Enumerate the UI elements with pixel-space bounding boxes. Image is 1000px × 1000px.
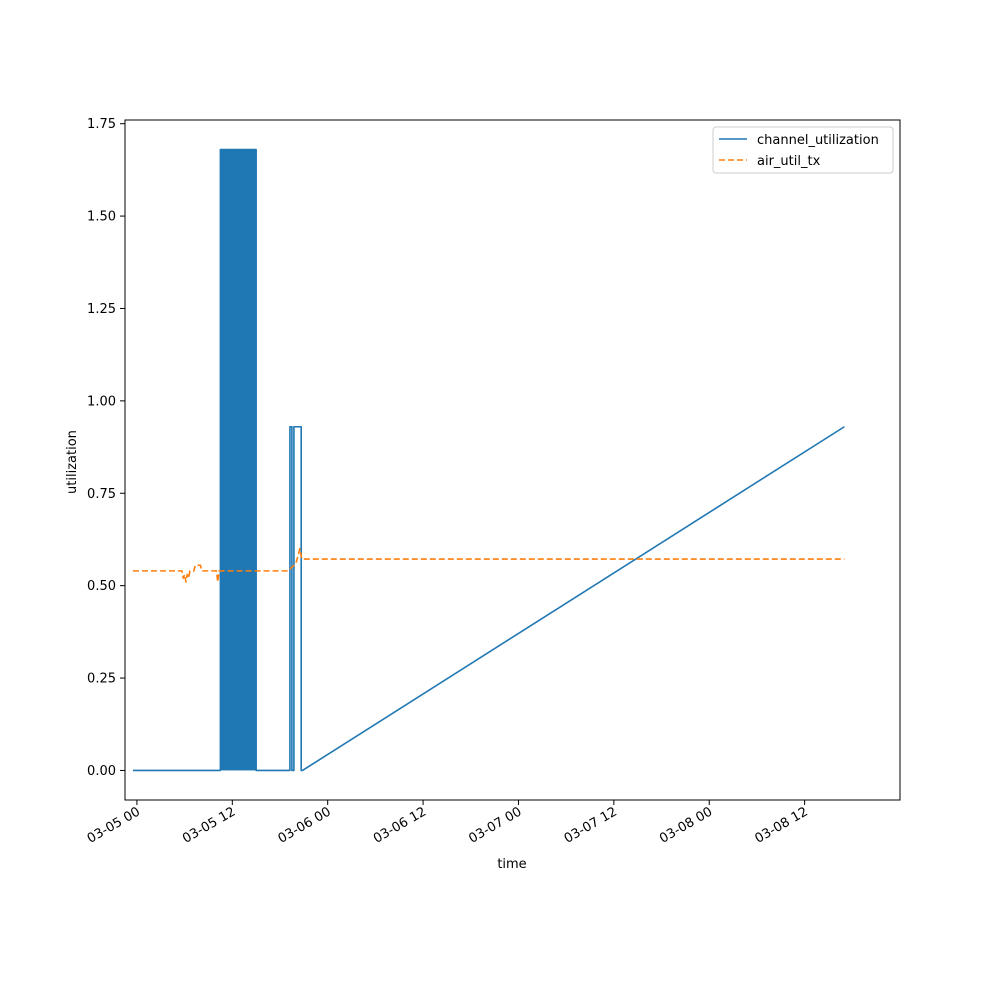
y-axis-title: utilization: [65, 430, 80, 494]
series-channel_utilization: [132, 148, 845, 772]
x-axis-title: time: [497, 857, 526, 872]
legend-label-channel_utilization: channel_utilization: [757, 133, 879, 148]
y-tick-label: 0.75: [87, 487, 116, 502]
dense-band-channel_utilization-0: [220, 149, 257, 771]
series-air_util_tx: [132, 547, 845, 583]
y-tick-label: 1.25: [87, 302, 116, 317]
y-tick-label: 0.50: [87, 579, 116, 594]
series-layer: [132, 148, 845, 772]
y-tick-label: 0.25: [87, 672, 116, 687]
series-line-air_util_tx: [132, 547, 845, 583]
series-line-channel_utilization: [132, 148, 845, 772]
legend: channel_utilization air_util_tx: [712, 126, 894, 174]
y-tick-label: 1.50: [87, 210, 116, 225]
y-tick-label: 0.00: [87, 764, 116, 779]
legend-box: [712, 126, 894, 174]
plot-frame: [124, 119, 901, 801]
y-axis: 0.00 0.25 0.50 0.75 1.00 1.25 1.50 1.75: [87, 117, 125, 779]
y-tick-label: 1.75: [87, 117, 116, 132]
legend-label-air_util_tx: air_util_tx: [757, 154, 821, 169]
y-tick-label: 1.00: [87, 394, 116, 409]
